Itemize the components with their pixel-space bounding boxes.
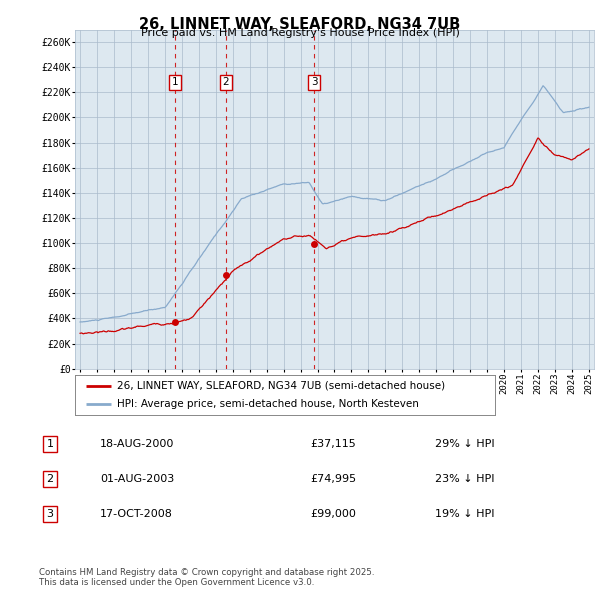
Text: £74,995: £74,995 — [310, 474, 356, 484]
Text: 2: 2 — [46, 474, 53, 484]
Text: HPI: Average price, semi-detached house, North Kesteven: HPI: Average price, semi-detached house,… — [117, 398, 419, 408]
Text: 3: 3 — [47, 509, 53, 519]
Text: 29% ↓ HPI: 29% ↓ HPI — [435, 439, 494, 449]
Text: 23% ↓ HPI: 23% ↓ HPI — [435, 474, 494, 484]
Text: 1: 1 — [172, 77, 179, 87]
Text: 18-AUG-2000: 18-AUG-2000 — [100, 439, 175, 449]
Text: 19% ↓ HPI: 19% ↓ HPI — [435, 509, 494, 519]
Text: 3: 3 — [311, 77, 317, 87]
Text: 17-OCT-2008: 17-OCT-2008 — [100, 509, 173, 519]
Text: Contains HM Land Registry data © Crown copyright and database right 2025.
This d: Contains HM Land Registry data © Crown c… — [39, 568, 374, 587]
Text: £99,000: £99,000 — [310, 509, 356, 519]
Text: 26, LINNET WAY, SLEAFORD, NG34 7UB: 26, LINNET WAY, SLEAFORD, NG34 7UB — [139, 17, 461, 31]
Text: £37,115: £37,115 — [310, 439, 356, 449]
Text: Price paid vs. HM Land Registry's House Price Index (HPI): Price paid vs. HM Land Registry's House … — [140, 28, 460, 38]
Text: 01-AUG-2003: 01-AUG-2003 — [100, 474, 174, 484]
Text: 26, LINNET WAY, SLEAFORD, NG34 7UB (semi-detached house): 26, LINNET WAY, SLEAFORD, NG34 7UB (semi… — [117, 381, 445, 391]
Text: 2: 2 — [222, 77, 229, 87]
Text: 1: 1 — [47, 439, 53, 449]
